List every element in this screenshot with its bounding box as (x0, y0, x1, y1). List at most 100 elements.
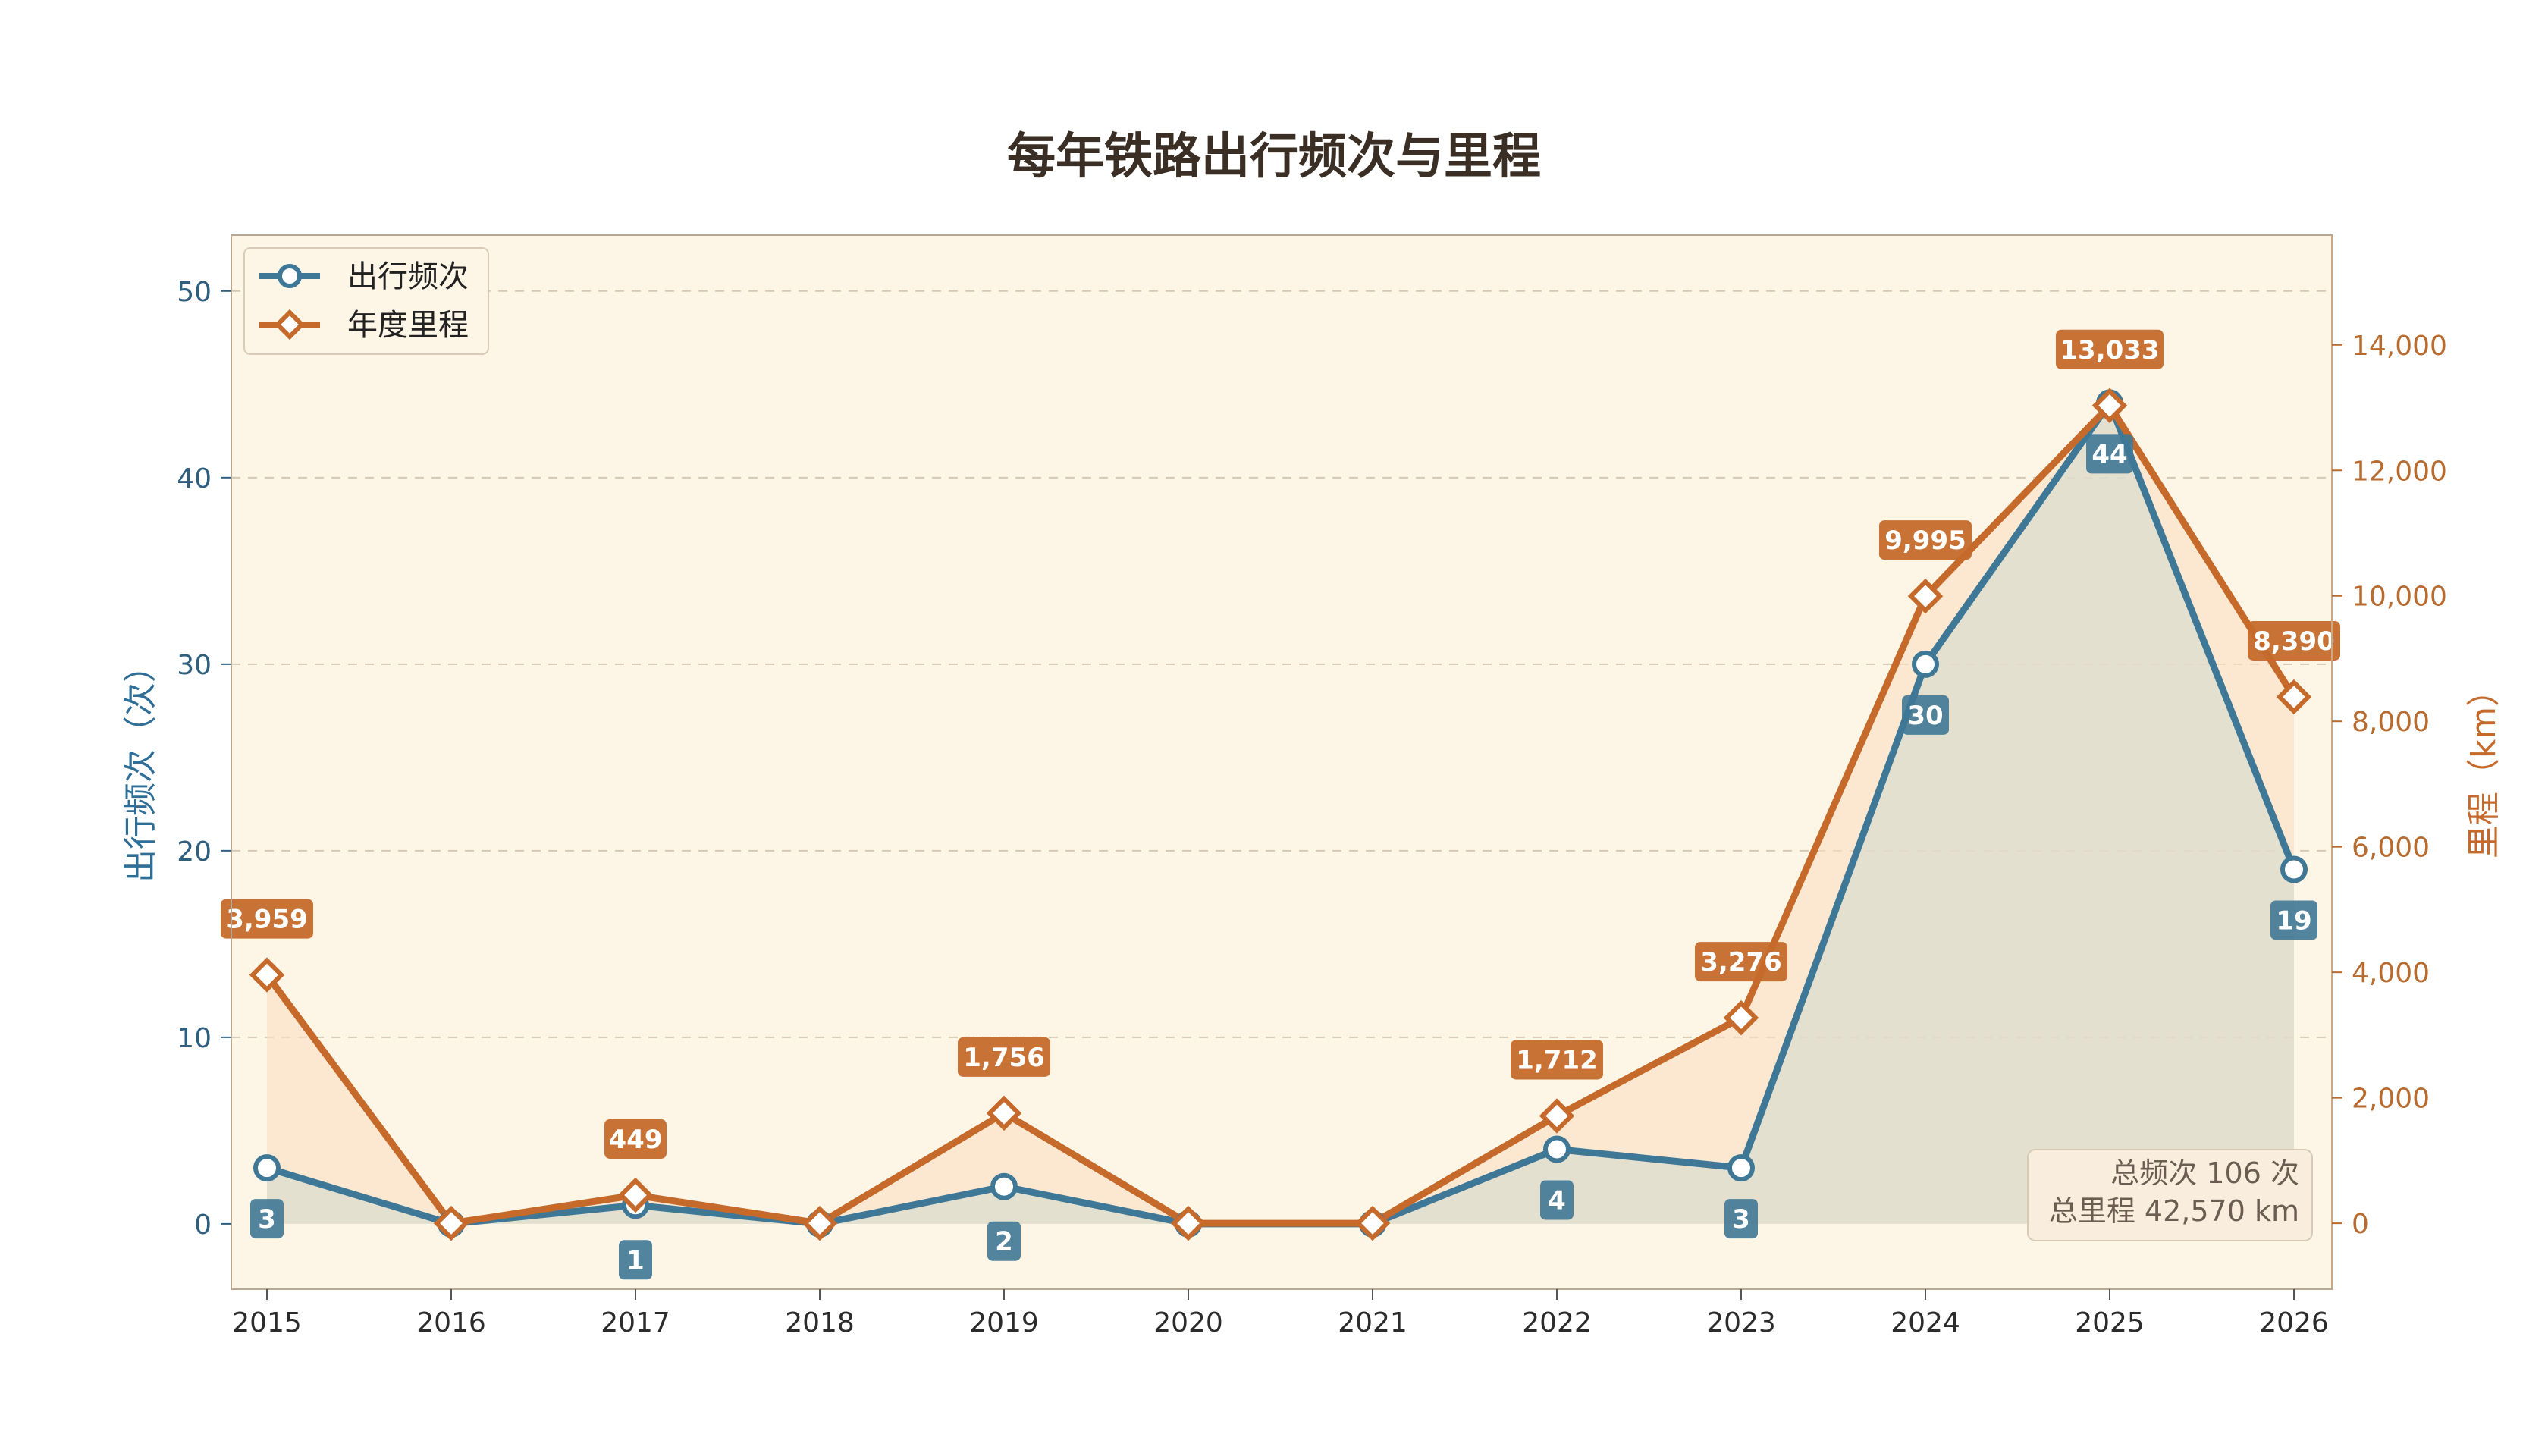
x-tick-label: 2015 (232, 1307, 302, 1338)
x-tick-label: 2026 (2259, 1307, 2329, 1338)
chart-title: 每年铁路出行频次与里程 (1007, 129, 1541, 185)
data-label-bg (1540, 1180, 1574, 1220)
series-markers (249, 388, 2312, 1241)
data-label-bg (1902, 695, 1949, 735)
right-tick-label: 6,000 (2352, 833, 2430, 864)
data-label: 3 (258, 1204, 276, 1235)
data-label: 1,712 (1516, 1045, 1598, 1075)
left-tick-label: 40 (177, 463, 212, 494)
x-tick-label: 2017 (601, 1307, 670, 1338)
point-distance (1907, 578, 1944, 614)
point-trips (1727, 1154, 1755, 1182)
x-tick-label: 2023 (1706, 1307, 1776, 1338)
point-distance (2276, 679, 2312, 715)
data-label: 3,959 (226, 905, 308, 935)
point-distance (2091, 388, 2128, 424)
point-trips (253, 1154, 281, 1182)
x-tick-label: 2025 (2075, 1307, 2145, 1338)
data-label: 2 (995, 1227, 1013, 1257)
right-tick-label: 4,000 (2352, 958, 2430, 989)
x-tick-label: 2024 (1891, 1307, 1960, 1338)
data-label: 13,033 (2060, 335, 2159, 366)
data-label-bg (1511, 1040, 1603, 1080)
series-areas (267, 403, 2294, 1224)
data-label: 19 (2276, 905, 2311, 936)
point-distance (1723, 999, 1759, 1036)
data-label-bg (1695, 942, 1787, 982)
legend-label-trips: 出行频次 (347, 259, 469, 294)
data-label: 30 (1907, 701, 1943, 731)
right-tick-label: 12,000 (2352, 456, 2447, 487)
right-ticks: 0 2,000 4,000 6,000 8,000 10,000 12,000 14,000 (2332, 331, 2447, 1240)
data-label-bg (2270, 900, 2317, 940)
point-trips (1912, 650, 1939, 678)
line-distance (264, 402, 2297, 1227)
right-tick-label: 14,000 (2352, 331, 2447, 362)
data-label: 9,995 (1884, 526, 1966, 556)
left-ticks: 0 10 20 30 40 50 (177, 277, 231, 1241)
data-label: 8,390 (2253, 626, 2335, 657)
point-distance (1354, 1205, 1391, 1241)
summary-box-bg (2027, 1149, 2313, 1241)
right-tick-label: 0 (2352, 1209, 2369, 1240)
left-tick-label: 10 (177, 1023, 212, 1054)
data-label-bg (1879, 520, 1972, 560)
data-label: 3,276 (1700, 947, 1782, 977)
point-trips (2280, 855, 2308, 883)
axes (231, 235, 2333, 1290)
x-ticks: 2015 2016 2017 2018 2019 2020 2021 2022 2023 2024… (232, 1289, 2329, 1338)
right-tick-label: 8,000 (2352, 707, 2430, 738)
data-label: 449 (609, 1125, 663, 1155)
y-axis-left-label: 出行频次（次） (121, 649, 160, 883)
x-tick-label: 2019 (969, 1307, 1039, 1338)
left-tick-label: 30 (177, 650, 212, 681)
data-label-bg (2248, 620, 2340, 661)
data-label-bg (604, 1119, 667, 1159)
y-axis-right-label: 里程（km） (2465, 673, 2503, 858)
data-label: 1,756 (963, 1043, 1045, 1073)
point-distance (617, 1177, 654, 1213)
series-lines (264, 399, 2298, 1228)
data-label-bg (958, 1037, 1050, 1077)
left-tick-label: 0 (194, 1210, 212, 1241)
data-label-bg (250, 1199, 284, 1239)
data-label: 1 (626, 1245, 645, 1276)
right-tick-label: 10,000 (2352, 582, 2447, 613)
summary-box: 总频次 106 次 总里程 42,570 km (2027, 1149, 2313, 1241)
data-label-bg (619, 1240, 652, 1280)
data-label-bg (987, 1221, 1021, 1261)
data-label-bg (221, 899, 313, 939)
left-tick-label: 50 (177, 277, 212, 308)
point-trips (1543, 1135, 1571, 1163)
area-trips (267, 403, 2294, 1224)
area-distance (267, 405, 2294, 1224)
point-distance (249, 957, 285, 993)
x-tick-label: 2020 (1153, 1307, 1223, 1338)
x-tick-label: 2022 (1522, 1307, 1592, 1338)
data-label-bg (2086, 434, 2133, 474)
summary-trips: 总频次 106 次 (2110, 1156, 2299, 1190)
point-distance (986, 1095, 1022, 1131)
x-tick-label: 2018 (785, 1307, 855, 1338)
data-label: 3 (1732, 1204, 1750, 1235)
data-label-bg (1724, 1199, 1758, 1239)
point-trips (990, 1172, 1018, 1200)
point-distance (802, 1205, 838, 1241)
data-labels: 3 1 2 4 3 30 44 19 3,959 449 1,756 1,712 3,276 9,995 1… (221, 329, 2340, 1280)
point-distance (433, 1205, 469, 1241)
data-label: 44 (2091, 439, 2127, 469)
right-tick-label: 2,000 (2352, 1084, 2430, 1115)
x-tick-label: 2021 (1338, 1307, 1407, 1338)
summary-distance: 总里程 42,570 km (2049, 1194, 2299, 1228)
left-tick-label: 20 (177, 836, 212, 868)
legend-marker-trips (278, 264, 302, 288)
point-distance (1539, 1098, 1575, 1134)
data-label-bg (2056, 329, 2164, 369)
legend-label-distance: 年度里程 (347, 308, 469, 343)
legend: 出行频次 年度里程 (243, 247, 489, 355)
point-distance (1170, 1205, 1207, 1241)
data-label: 4 (1548, 1185, 1566, 1216)
legend-marker-distance (274, 309, 306, 340)
x-tick-label: 2016 (416, 1307, 486, 1338)
